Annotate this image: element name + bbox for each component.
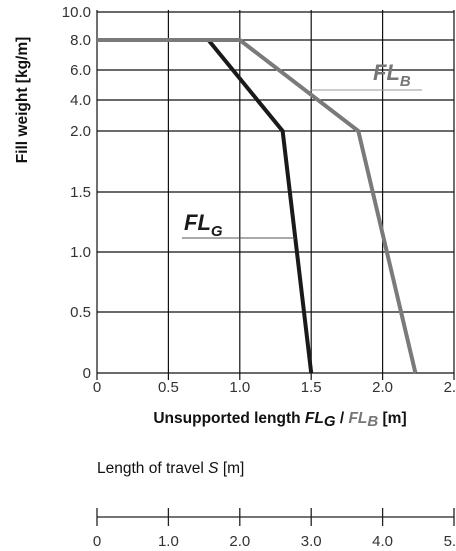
y-tick-label: 6.0	[70, 62, 91, 79]
travel-tick-label: 3.0	[301, 533, 322, 550]
travel-tick-label: 2.0	[229, 533, 250, 550]
svg-text:FLB: FLB	[373, 60, 411, 90]
travel-axis-title: Length of travel S [m]	[97, 460, 244, 477]
y-tick-label: 2.0	[70, 123, 91, 140]
travel-tick-label: 1.0	[158, 533, 179, 550]
y-tick-label: 4.0	[70, 92, 91, 109]
x-tick-label: 1.0	[229, 379, 250, 396]
series-label-flb: FLB	[310, 60, 422, 91]
y-tick-label: 1.5	[70, 184, 91, 201]
x-tick-label: 0	[93, 379, 101, 396]
y-tick-labels: 10.0 8.0 6.0 4.0 2.0 1.5 1.0 0.5 0	[62, 4, 91, 382]
y-tick-label: 8.0	[70, 32, 91, 49]
x-tick-label: 2.0	[372, 379, 393, 396]
chart-series-group	[97, 38, 418, 374]
travel-tick-label: 4.0	[372, 533, 393, 550]
travel-tick-label: 5.0	[444, 533, 456, 550]
series-line-fl-g	[97, 38, 314, 374]
y-tick-label: 0	[83, 365, 91, 382]
svg-text:FLG: FLG	[184, 210, 223, 240]
travel-axis-ticks: 0 1.0 2.0 3.0 4.0 5.0	[93, 508, 456, 550]
x-axis-title: Unsupported length FLG / FLB [m]	[153, 410, 406, 430]
x-tick-label: 0.5	[158, 379, 179, 396]
y-tick-label: 0.5	[70, 304, 91, 321]
y-axis-title: Fill weight [kg/m]	[14, 37, 31, 164]
y-tick-label: 1.0	[70, 244, 91, 261]
x-tick-label: 1.5	[301, 379, 322, 396]
travel-tick-label: 0	[93, 533, 101, 550]
chart-grid	[96, 10, 455, 380]
x-tick-labels: 0 0.5 1.0 1.5 2.0 2.5	[93, 379, 456, 396]
series-label-flg: FLG	[182, 210, 295, 240]
x-tick-label: 2.5	[444, 379, 456, 396]
y-tick-label: 10.0	[62, 4, 91, 21]
series-line-fl-b	[97, 38, 418, 374]
